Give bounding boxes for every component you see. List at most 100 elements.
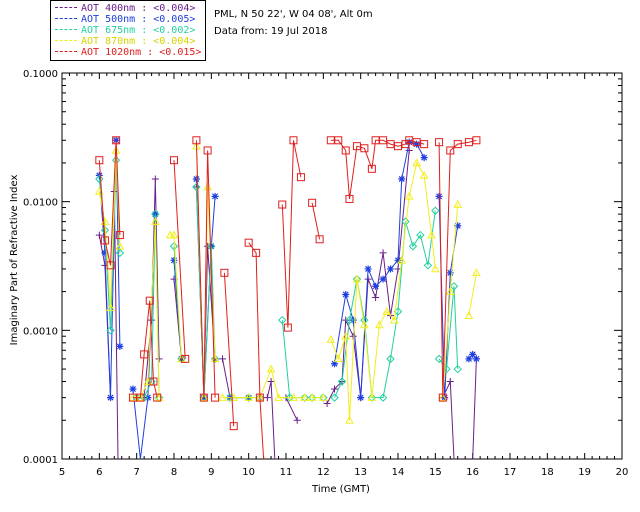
data-point	[453, 200, 463, 208]
data-date: Data from: 19 Jul 2018	[214, 26, 328, 37]
data-point	[199, 393, 209, 401]
data-point	[438, 393, 448, 401]
series-line	[468, 272, 477, 316]
data-point	[420, 140, 429, 149]
series-line	[173, 160, 186, 359]
data-point	[387, 265, 395, 273]
data-point	[300, 393, 310, 401]
series-line	[281, 140, 302, 328]
series-line	[311, 202, 321, 240]
data-point	[472, 355, 480, 363]
legend-item-870nm: AOT 870nm : <0.004>	[55, 36, 205, 47]
data-point	[326, 334, 336, 343]
data-point	[115, 231, 124, 240]
data-point	[419, 170, 429, 179]
legend-label: AOT 400nm : <0.004>	[81, 3, 196, 14]
data-point	[289, 393, 298, 401]
data-point	[192, 136, 201, 145]
plot-frame	[61, 72, 623, 460]
x-tick-label: 13	[354, 467, 367, 478]
data-point	[296, 173, 305, 182]
legend-label: AOT 870nm : <0.004>	[81, 36, 196, 47]
data-point	[266, 364, 276, 373]
data-point	[107, 394, 115, 402]
legend-item-675nm: AOT 675nm : <0.002>	[55, 25, 205, 36]
data-point	[330, 393, 339, 402]
data-point	[386, 354, 395, 364]
x-tick-label: 8	[171, 467, 177, 478]
data-point	[244, 393, 253, 402]
data-point	[360, 144, 369, 153]
data-point	[100, 236, 109, 245]
data-point	[307, 393, 317, 401]
data-point	[416, 230, 425, 240]
legend-item-400nm: AOT 400nm : <0.004>	[55, 3, 205, 14]
data-point	[367, 393, 377, 402]
data-point	[357, 394, 365, 402]
data-point	[408, 242, 418, 251]
data-point	[210, 354, 220, 364]
data-point	[345, 415, 354, 424]
y-tick-label: 0.0010	[23, 326, 58, 337]
data-point	[95, 174, 104, 184]
series-line	[222, 358, 231, 398]
x-tick-label: 12	[317, 467, 330, 478]
data-point	[427, 230, 436, 239]
data-point	[136, 393, 145, 402]
data-point	[398, 175, 406, 183]
data-point	[203, 182, 212, 191]
data-point	[199, 393, 208, 402]
data-point	[274, 393, 283, 401]
legend-swatch	[55, 40, 77, 42]
site-location: PML, N 50 22', W 04 08', Alt 0m	[214, 9, 373, 20]
data-point	[341, 331, 351, 340]
data-point	[430, 264, 440, 273]
series-line	[472, 358, 477, 459]
data-point	[423, 261, 433, 270]
data-point	[315, 235, 324, 244]
data-point	[192, 182, 201, 192]
series-line	[98, 140, 121, 266]
data-point	[367, 393, 377, 401]
data-point	[453, 364, 462, 374]
x-tick-label: 10	[242, 467, 255, 478]
series-4	[95, 136, 481, 459]
series-line	[132, 300, 158, 399]
data-point	[155, 355, 163, 363]
data-point	[382, 307, 392, 315]
data-point	[345, 194, 354, 203]
legend-label: AOT 1020nm : <0.015>	[81, 47, 202, 58]
data-point	[150, 217, 160, 225]
data-point	[446, 269, 454, 277]
data-point	[106, 326, 115, 335]
data-point	[112, 136, 121, 145]
data-point	[342, 290, 350, 298]
series-line	[132, 214, 156, 459]
series-line	[195, 186, 216, 398]
data-point	[140, 350, 149, 359]
data-point	[211, 192, 219, 200]
data-point	[472, 136, 481, 145]
data-point	[404, 191, 414, 200]
series-line	[98, 160, 121, 331]
series-line	[281, 320, 305, 399]
series-line	[330, 161, 436, 421]
data-point	[449, 282, 459, 291]
series-line	[285, 397, 298, 421]
data-point	[341, 146, 350, 155]
y-tick-label: 0.1000	[23, 69, 58, 80]
x-tick-label: 11	[280, 467, 293, 478]
series-line	[195, 140, 216, 398]
data-point	[331, 360, 339, 368]
x-tick-label: 18	[541, 467, 554, 478]
data-point	[446, 378, 454, 386]
data-point	[379, 249, 387, 257]
data-point	[465, 355, 473, 363]
data-point	[283, 323, 292, 332]
series-line	[266, 381, 276, 459]
data-point	[169, 230, 179, 239]
y-tick-label: 0.0100	[23, 198, 58, 209]
x-tick-label: 14	[392, 467, 405, 478]
data-point	[278, 200, 287, 209]
data-point	[151, 175, 159, 183]
